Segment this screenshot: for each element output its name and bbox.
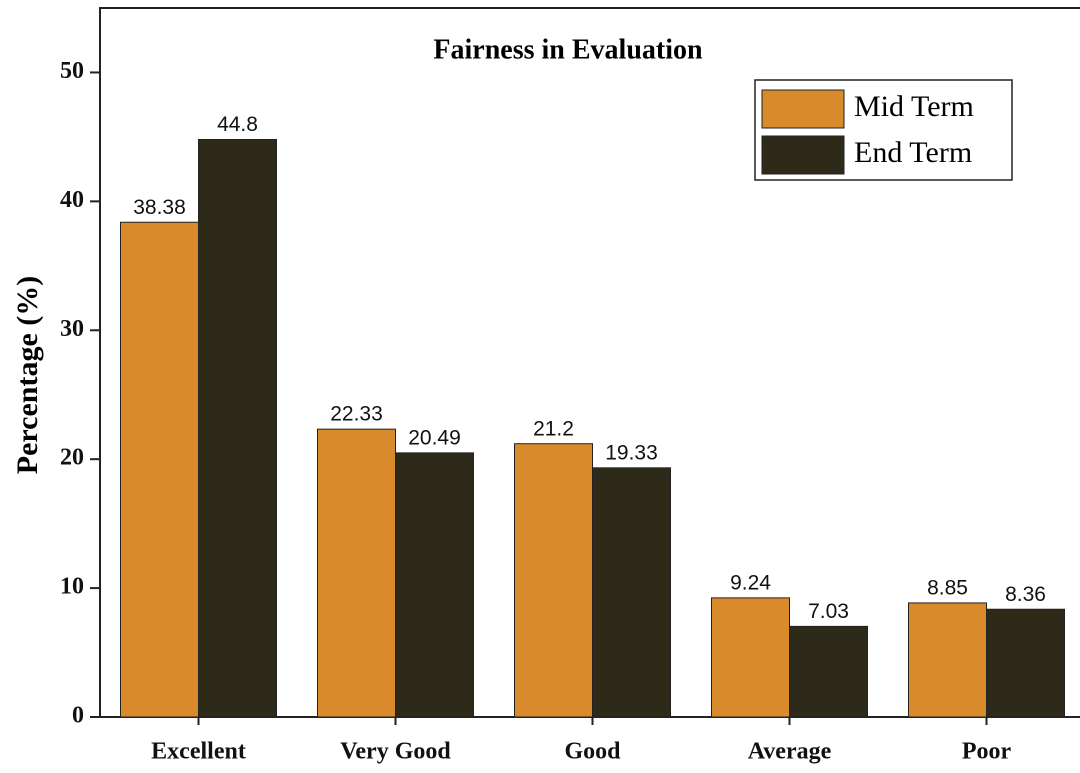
bar [514,443,593,718]
bar [592,467,671,718]
y-tick-label: 50 [60,58,84,84]
value-label: 22.33 [330,403,383,426]
value-label: 21.2 [533,417,574,440]
legend-swatch [761,89,845,129]
y-tick-label: 40 [60,187,84,213]
legend-swatch [761,135,845,175]
value-label: 38.38 [133,196,186,219]
bar [908,602,987,718]
value-label: 8.36 [1005,583,1046,606]
value-label: 7.03 [808,600,849,623]
x-tick-label: Excellent [151,739,246,765]
legend-label: End Term [854,136,972,169]
bar [986,608,1065,718]
y-tick-label: 30 [60,316,84,342]
bar [120,221,199,718]
y-axis-label: Percentage (%) [11,276,44,475]
value-label: 8.85 [927,576,968,599]
chart-title: Fairness in Evaluation [433,34,703,65]
value-label: 20.49 [408,426,461,449]
value-label: 19.33 [605,441,658,464]
x-tick-label: Average [748,739,832,765]
bar [317,428,396,718]
y-tick-label: 20 [60,445,84,471]
bar [789,625,868,718]
x-tick-label: Good [564,739,621,765]
bar [395,452,474,718]
value-label: 9.24 [730,571,771,594]
y-tick-label: 0 [72,703,84,729]
bar [711,597,790,718]
y-tick-label: 10 [60,574,84,600]
bar [198,138,277,718]
legend-label: Mid Term [854,90,974,123]
x-tick-label: Very Good [340,739,451,765]
value-label: 44.8 [217,113,258,136]
x-tick-label: Poor [962,739,1012,765]
